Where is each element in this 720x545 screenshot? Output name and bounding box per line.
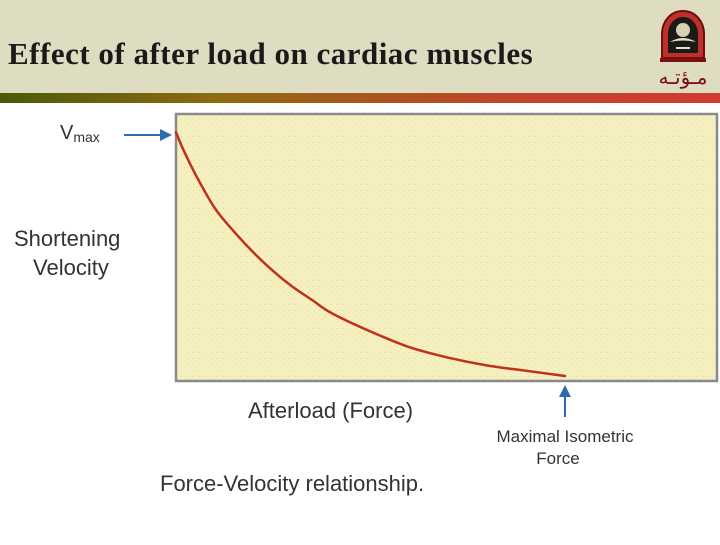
title-header: Effect of after load on cardiac muscles … bbox=[0, 0, 720, 93]
isometric-label-line-2: Force bbox=[536, 449, 579, 468]
vmax-arrow bbox=[124, 129, 172, 141]
chart-svg: Vmax Shortening Velocity Afterload (Forc… bbox=[14, 112, 719, 496]
logo-text: مـؤتـه bbox=[658, 65, 708, 89]
chart-caption: Force-Velocity relationship. bbox=[160, 471, 424, 496]
isometric-label-line-1: Maximal Isometric bbox=[497, 427, 634, 446]
university-crest-icon: مـؤتـه bbox=[652, 8, 714, 88]
vmax-label-subscript: max bbox=[73, 129, 99, 145]
slide-title: Effect of after load on cardiac muscles bbox=[8, 36, 534, 71]
title-underline-bar bbox=[0, 93, 720, 103]
isometric-force-arrow bbox=[559, 385, 571, 417]
force-velocity-chart: Vmax Shortening Velocity Afterload (Forc… bbox=[0, 105, 720, 540]
plot-area bbox=[174, 112, 719, 383]
x-axis-label: Afterload (Force) bbox=[248, 398, 413, 423]
y-axis-label-line-2: Velocity bbox=[33, 255, 109, 280]
vmax-label-main: V bbox=[60, 122, 74, 144]
force-velocity-curve bbox=[174, 131, 567, 378]
crest-shape bbox=[660, 9, 706, 62]
vmax-label: Vmax bbox=[60, 122, 100, 145]
y-axis-label-line-1: Shortening bbox=[14, 226, 120, 251]
